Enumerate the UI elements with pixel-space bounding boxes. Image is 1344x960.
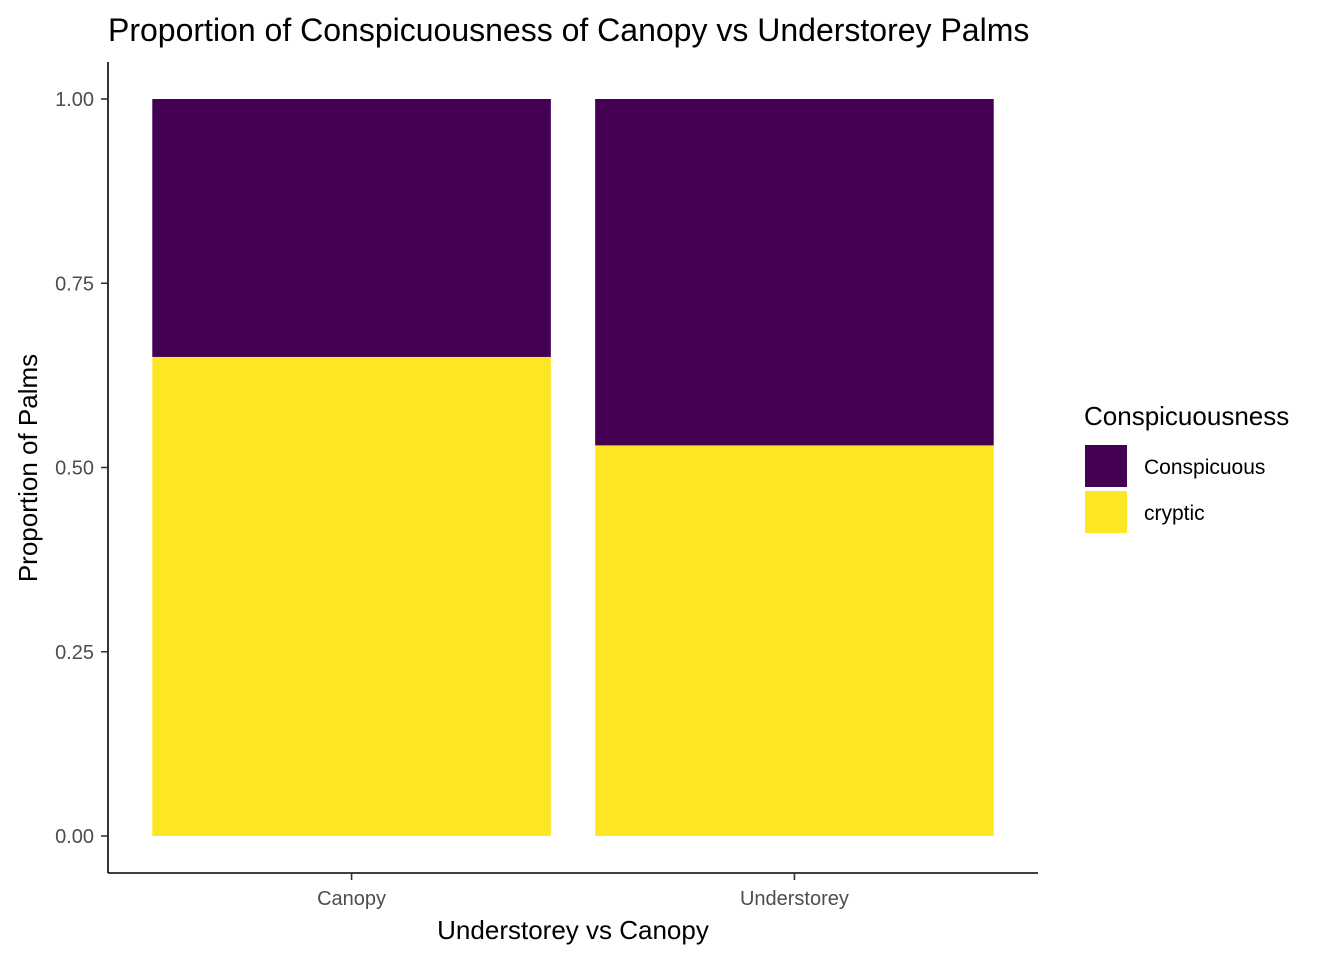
x-axis-title: Understorey vs Canopy [437, 915, 709, 945]
y-axis-title: Proportion of Palms [13, 354, 43, 582]
legend-key-cryptic [1085, 491, 1127, 533]
y-tick-label: 0.00 [55, 826, 94, 848]
plot-area: 0.00 0.25 0.50 0.75 1.00 Canopy Understorey [55, 62, 1038, 910]
bars-group [152, 99, 994, 836]
y-axis-ticks: 0.00 0.25 0.50 0.75 1.00 [55, 89, 108, 848]
y-tick-label: 0.50 [55, 458, 94, 480]
legend-key-conspicuous [1085, 445, 1127, 487]
x-tick-label: Canopy [317, 888, 386, 910]
y-tick-label: 1.00 [55, 89, 94, 111]
legend-items: Conspicuous cryptic [1085, 445, 1265, 533]
legend-title: Conspicuousness [1084, 401, 1289, 431]
y-tick-label: 0.75 [55, 273, 94, 295]
legend-label-conspicuous: Conspicuous [1144, 456, 1265, 479]
legend: Conspicuousness Conspicuous cryptic [1084, 401, 1289, 533]
bar-understorey-conspicuous [595, 99, 994, 446]
bar-understorey-cryptic [595, 445, 994, 836]
x-tick-label: Understorey [740, 888, 849, 910]
x-axis-ticks: Canopy Understorey [317, 873, 849, 910]
bar-canopy-conspicuous [152, 99, 551, 357]
y-tick-label: 0.25 [55, 642, 94, 664]
bar-canopy-cryptic [152, 356, 551, 836]
chart-title: Proportion of Conspicuousness of Canopy … [108, 12, 1029, 48]
legend-label-cryptic: cryptic [1144, 502, 1205, 525]
